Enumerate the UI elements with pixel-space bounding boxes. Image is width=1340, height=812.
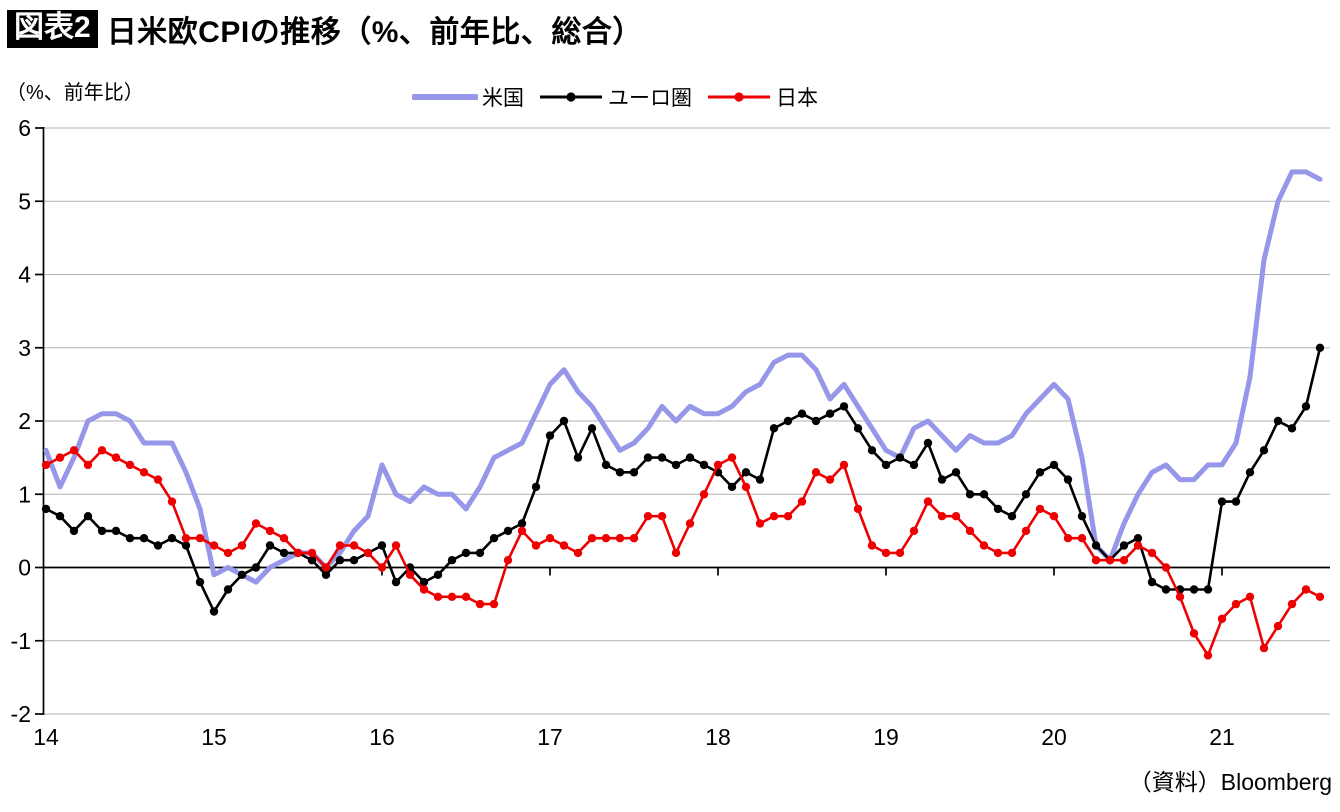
svg-text:21: 21 <box>1209 724 1235 750</box>
svg-text:5: 5 <box>18 188 31 214</box>
chart-legend: 米国 ユーロ圏 日本 <box>412 82 818 112</box>
legend-label-euro: ユーロ圏 <box>608 87 692 110</box>
svg-text:19: 19 <box>873 724 899 750</box>
figure-label-badge: 図表2 <box>7 10 98 48</box>
svg-text:6: 6 <box>18 115 31 141</box>
page-title: 日米欧CPIの推移（%、前年比、総合） <box>106 16 643 49</box>
svg-text:0: 0 <box>18 555 31 581</box>
svg-text:14: 14 <box>33 724 59 750</box>
source-note: （資料）Bloomberg <box>1128 769 1332 795</box>
svg-text:18: 18 <box>705 724 731 750</box>
svg-text:-2: -2 <box>11 701 31 727</box>
svg-text:3: 3 <box>18 335 31 361</box>
legend-item-japan: 日本 <box>706 82 818 112</box>
legend-label-japan: 日本 <box>776 87 818 110</box>
euro-line-sample-icon <box>540 92 602 102</box>
legend-item-us: 米国 <box>412 82 524 112</box>
svg-text:2: 2 <box>18 408 31 434</box>
us-line-sample-icon <box>412 94 478 100</box>
svg-text:-1: -1 <box>11 628 31 654</box>
legend-label-us: 米国 <box>482 87 524 110</box>
svg-text:16: 16 <box>369 724 395 750</box>
japan-line-sample-icon <box>708 92 770 102</box>
svg-text:15: 15 <box>201 724 227 750</box>
y-axis-unit-note: （%、前年比） <box>6 82 144 104</box>
svg-text:1: 1 <box>18 481 31 507</box>
page-header: 図表2 日米欧CPIの推移（%、前年比、総合） <box>7 7 643 51</box>
legend-item-euro: ユーロ圏 <box>538 82 692 112</box>
svg-text:4: 4 <box>18 262 31 288</box>
svg-text:17: 17 <box>537 724 563 750</box>
svg-text:20: 20 <box>1041 724 1067 750</box>
